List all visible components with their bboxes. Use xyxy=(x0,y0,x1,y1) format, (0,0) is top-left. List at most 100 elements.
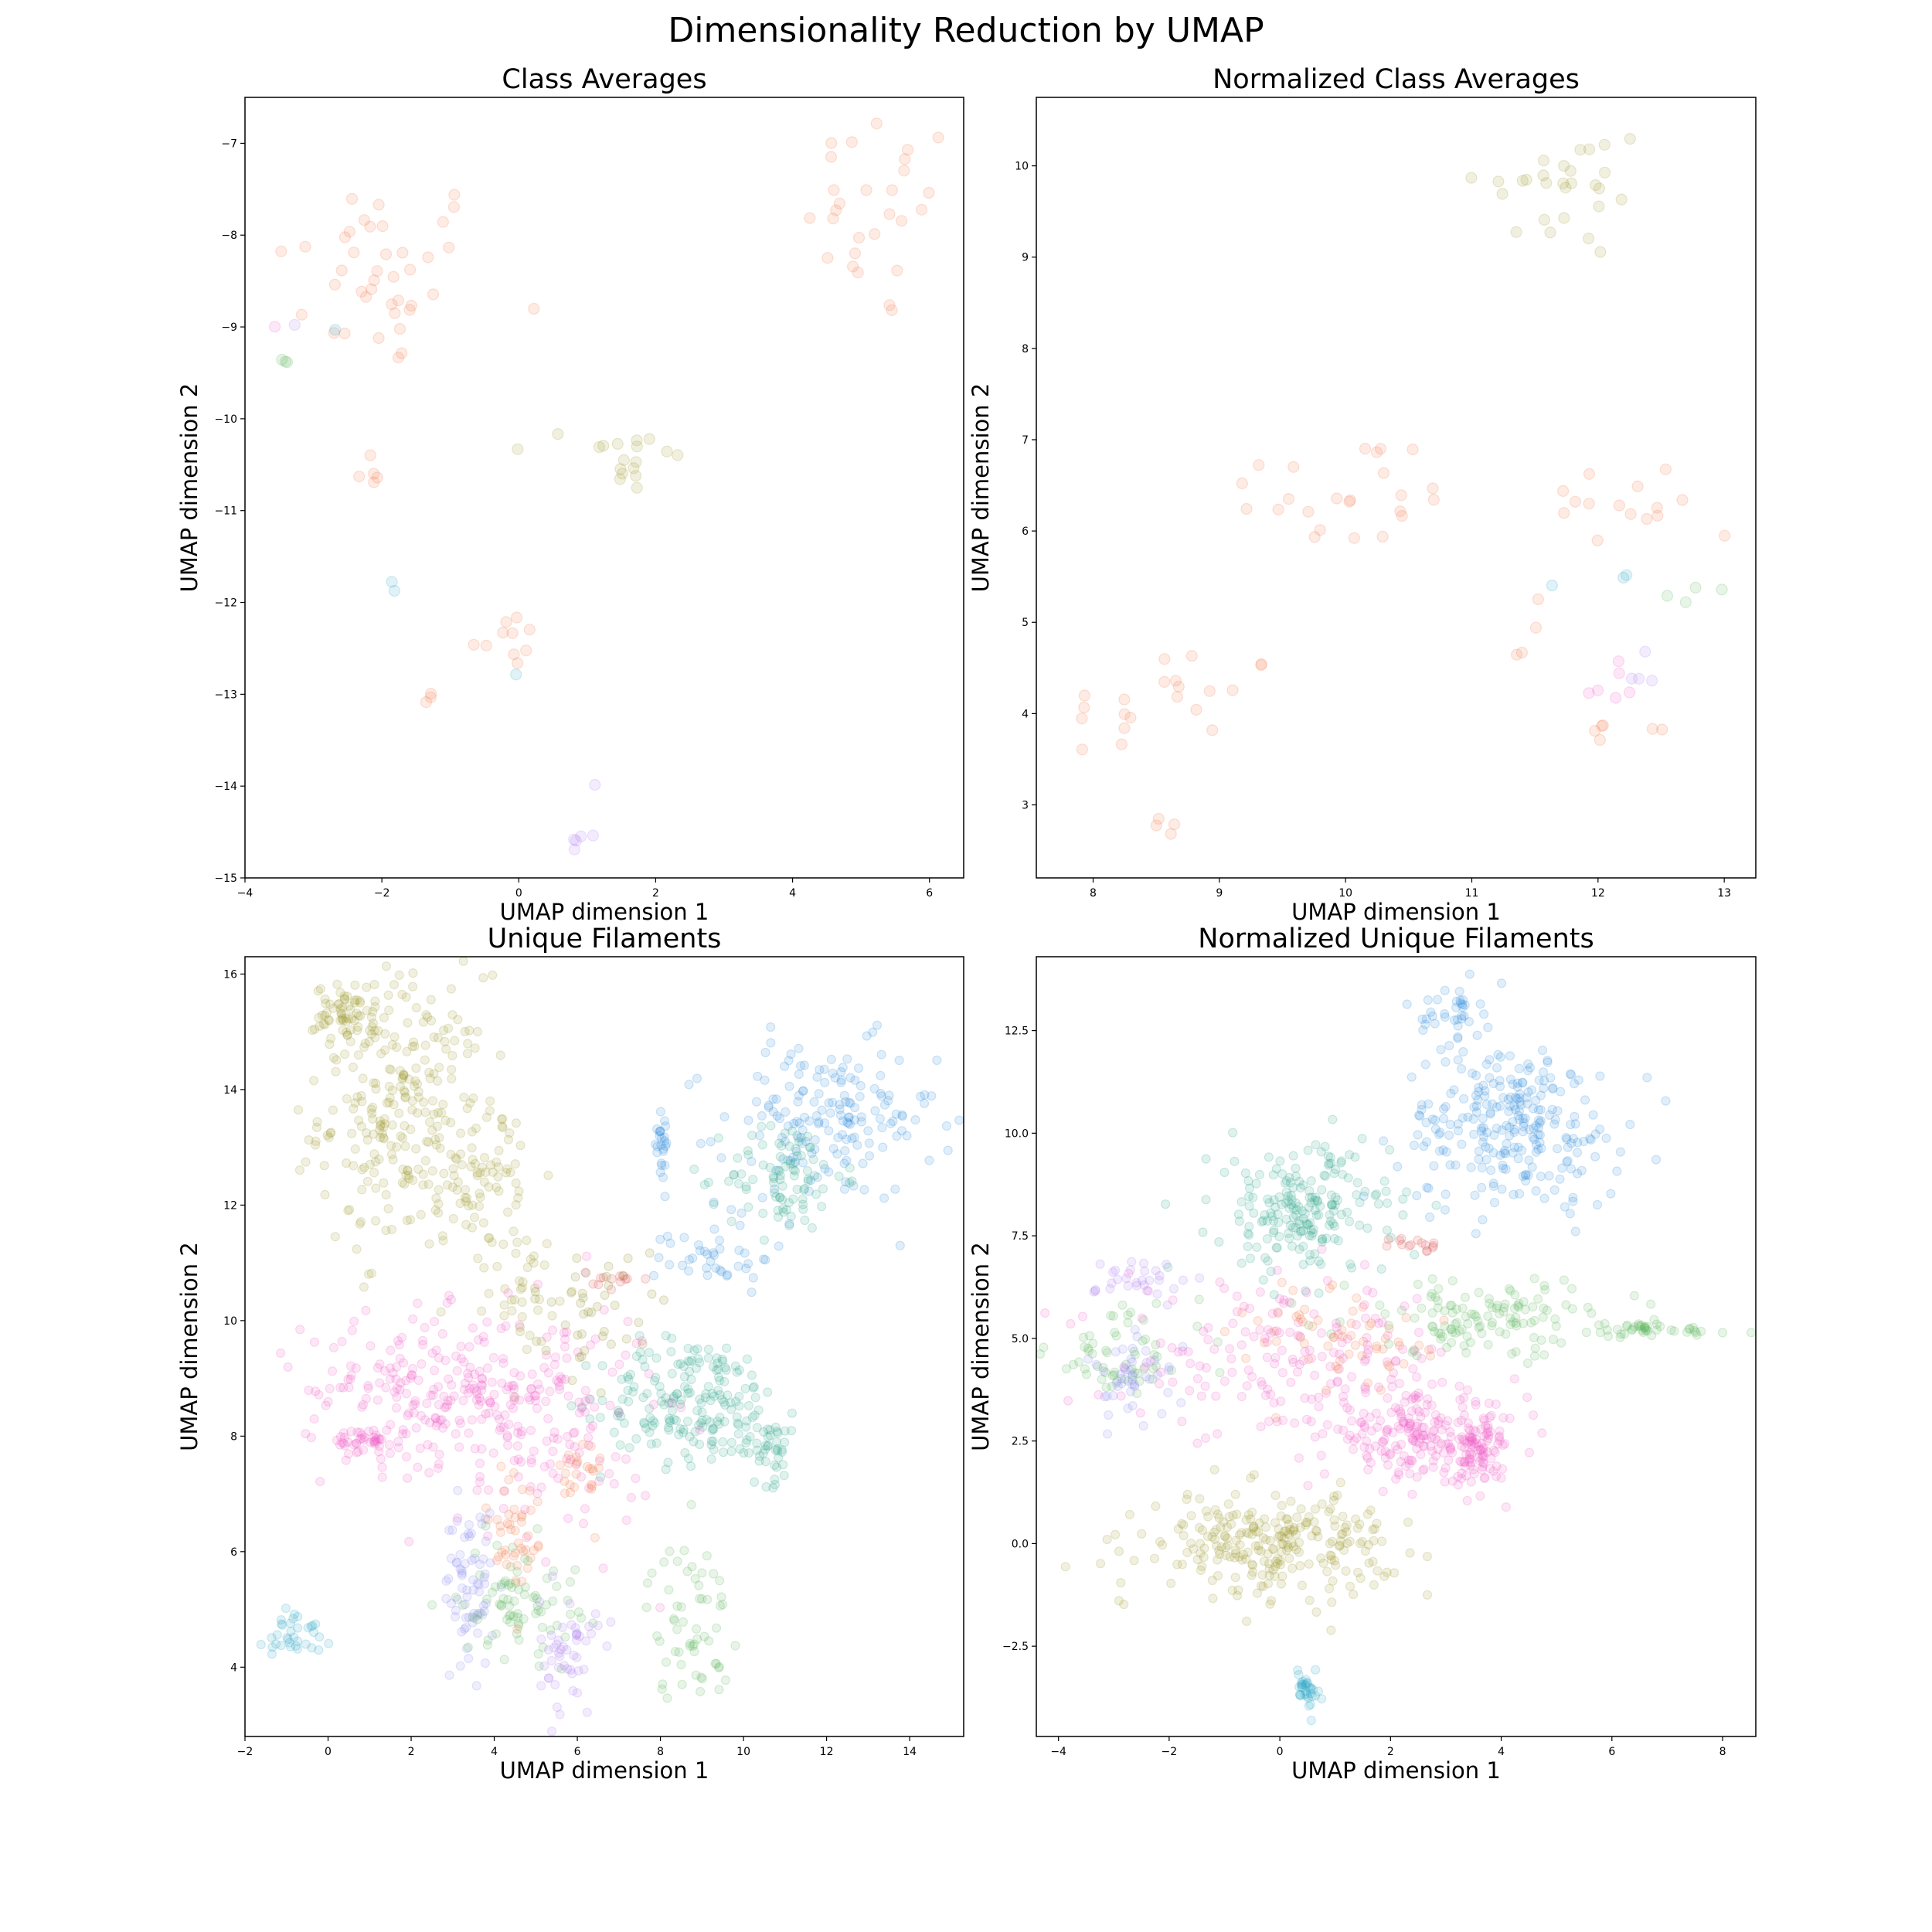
scatter-point xyxy=(788,1194,798,1204)
scatter-point xyxy=(1505,1092,1515,1102)
scatter-point xyxy=(570,835,583,847)
scatter-point xyxy=(292,1644,302,1654)
scatter-point xyxy=(585,1340,596,1350)
scatter-point xyxy=(1451,1328,1461,1338)
scatter-point xyxy=(410,1396,420,1406)
scatter-point xyxy=(1410,1346,1420,1356)
scatter-point xyxy=(798,1125,808,1135)
scatter-point xyxy=(1550,1314,1560,1325)
scatter-point xyxy=(679,1361,689,1372)
scatter-point xyxy=(336,1009,346,1019)
scatter-point xyxy=(726,1216,736,1226)
scatter-point xyxy=(420,1055,430,1065)
scatter-point xyxy=(1374,443,1387,455)
scatter-point xyxy=(474,1560,485,1570)
scatter-point xyxy=(790,1165,801,1176)
scatter-point xyxy=(1287,461,1300,473)
scatter-point xyxy=(1245,1253,1256,1264)
scatter-point xyxy=(594,1280,604,1290)
scatter-point xyxy=(895,215,908,227)
scatter-point xyxy=(580,1396,590,1406)
scatter-point xyxy=(1406,1455,1417,1465)
scatter-point xyxy=(1520,1113,1530,1124)
scatter-point xyxy=(1247,1507,1257,1517)
scatter-point xyxy=(689,1646,699,1657)
scatter-point xyxy=(1679,596,1692,608)
scatter-point xyxy=(352,1244,362,1254)
scatter-point xyxy=(388,1368,398,1378)
scatter-point xyxy=(338,1438,349,1448)
scatter-point xyxy=(590,1334,600,1344)
scatter-point xyxy=(1481,1429,1492,1439)
scatter-point xyxy=(394,970,404,981)
scatter-point xyxy=(1269,1326,1279,1337)
y-axis-label: UMAP dimension 2 xyxy=(176,383,202,593)
scatter-point xyxy=(481,1598,492,1608)
scatter-point xyxy=(502,1164,512,1174)
x-axis-label: UMAP dimension 1 xyxy=(500,899,709,925)
scatter-point xyxy=(1369,1536,1379,1546)
scatter-point xyxy=(1463,1318,1473,1329)
scatter-point xyxy=(599,1304,609,1315)
scatter-point xyxy=(428,1442,438,1452)
scatter-point xyxy=(1292,1367,1303,1377)
scatter-point xyxy=(748,1383,758,1393)
scatter-point xyxy=(775,1151,785,1162)
scatter-point xyxy=(1230,1156,1240,1166)
scatter-point xyxy=(817,1105,827,1115)
scatter-point xyxy=(277,1620,287,1630)
scatter-point xyxy=(1376,530,1389,543)
scatter-point xyxy=(849,1103,860,1113)
scatter-point xyxy=(1383,1460,1393,1470)
scatter-point xyxy=(771,1437,782,1447)
scatter-point xyxy=(1368,1556,1378,1566)
scatter-point xyxy=(1478,1447,1489,1458)
scatter-point xyxy=(479,1337,489,1347)
scatter-point xyxy=(658,1295,669,1305)
scatter-point xyxy=(1641,512,1653,526)
scatter-point xyxy=(1300,1346,1310,1356)
scatter-point xyxy=(1306,1716,1316,1726)
scatter-point xyxy=(1410,1390,1420,1400)
scatter-point xyxy=(374,1441,384,1451)
scatter-point xyxy=(1348,1306,1358,1316)
scatter-point xyxy=(677,1679,687,1689)
scatter-point xyxy=(546,1630,556,1641)
scatter-point xyxy=(1372,1519,1382,1529)
scatter-point xyxy=(605,1400,615,1410)
scatter-point xyxy=(568,843,581,855)
scatter-point xyxy=(1178,1342,1188,1352)
scatter-point xyxy=(1403,1455,1414,1465)
scatter-point xyxy=(586,1628,597,1639)
x-tick-label: 10 xyxy=(1338,887,1352,900)
scatter-point xyxy=(1294,1216,1304,1226)
scatter-point xyxy=(440,1115,451,1126)
scatter-point xyxy=(1277,1500,1287,1511)
chart-title: Normalized Unique Filaments xyxy=(1198,923,1594,954)
scatter-point xyxy=(1199,1326,1209,1336)
scatter-point xyxy=(1125,1308,1136,1318)
scatter-point xyxy=(1346,1416,1357,1426)
scatter-point xyxy=(470,1548,481,1558)
scatter-point xyxy=(461,1613,471,1623)
scatter-point xyxy=(1427,1432,1437,1443)
scatter-point xyxy=(1471,1396,1481,1406)
scatter-point xyxy=(1410,1437,1420,1447)
scatter-point xyxy=(547,1325,558,1335)
scatter-point xyxy=(1281,1187,1291,1197)
scatter-point xyxy=(457,1570,468,1580)
scatter-point xyxy=(1352,1178,1362,1188)
scatter-point xyxy=(843,1118,853,1128)
scatter-point xyxy=(1401,1312,1411,1323)
scatter-point xyxy=(1343,495,1355,508)
scatter-point xyxy=(1291,1198,1301,1209)
scatter-point xyxy=(330,1232,340,1242)
scatter-point xyxy=(440,1419,451,1429)
scatter-point xyxy=(1513,1154,1523,1164)
scatter-point xyxy=(1141,1358,1151,1368)
scatter-point xyxy=(1564,165,1577,177)
scatter-point xyxy=(472,1578,482,1588)
scatter-point xyxy=(523,1392,534,1403)
scatter-point xyxy=(1161,1259,1172,1270)
y-tick-label: −12 xyxy=(214,597,237,610)
